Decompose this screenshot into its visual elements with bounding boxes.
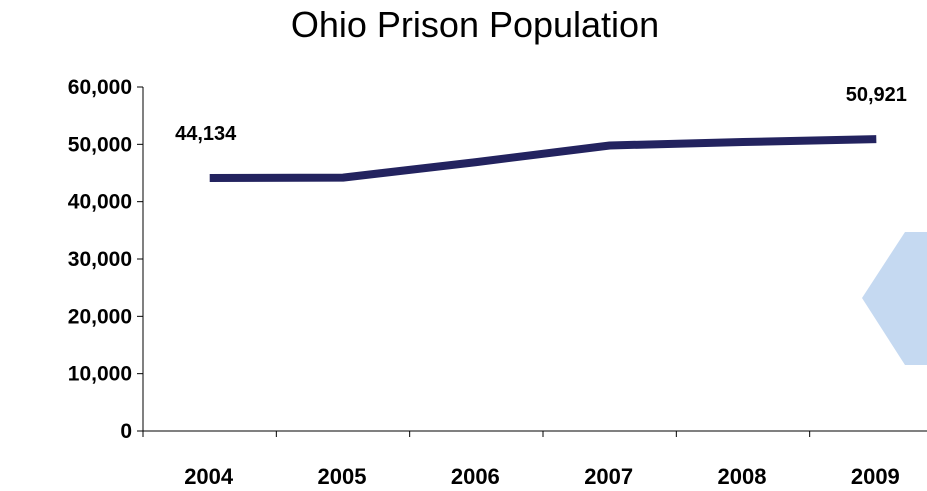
- y-tick-label: 10,000: [68, 363, 132, 386]
- x-tick-label: 2004: [184, 464, 234, 489]
- y-tick-label: 20,000: [68, 305, 132, 328]
- y-tick-label: 0: [120, 420, 132, 443]
- x-tick-label: 2005: [318, 464, 367, 489]
- data-label: 50,921: [846, 84, 907, 106]
- x-tick-label: 2006: [451, 464, 500, 489]
- y-tick-label: 30,000: [68, 248, 132, 271]
- data-labels: 44,134 50,921: [175, 84, 907, 145]
- y-tick-label: 40,000: [68, 191, 132, 214]
- x-tick-label: 2008: [718, 464, 767, 489]
- series-line: [209, 135, 877, 182]
- callout-arrow-shape: [862, 232, 927, 365]
- series-marks: [209, 135, 877, 182]
- y-tick-label: 60,000: [68, 76, 132, 99]
- x-tick-label: 2007: [584, 464, 633, 489]
- data-label: 44,134: [175, 123, 237, 145]
- axes: 0 10,000 20,000 30,000 40,000 50,000 60,000 200…: [68, 76, 927, 489]
- chart-title: Ohio Prison Population: [291, 4, 659, 45]
- x-tick-label: 2009: [851, 464, 900, 489]
- y-tick-label: 50,000: [68, 133, 132, 156]
